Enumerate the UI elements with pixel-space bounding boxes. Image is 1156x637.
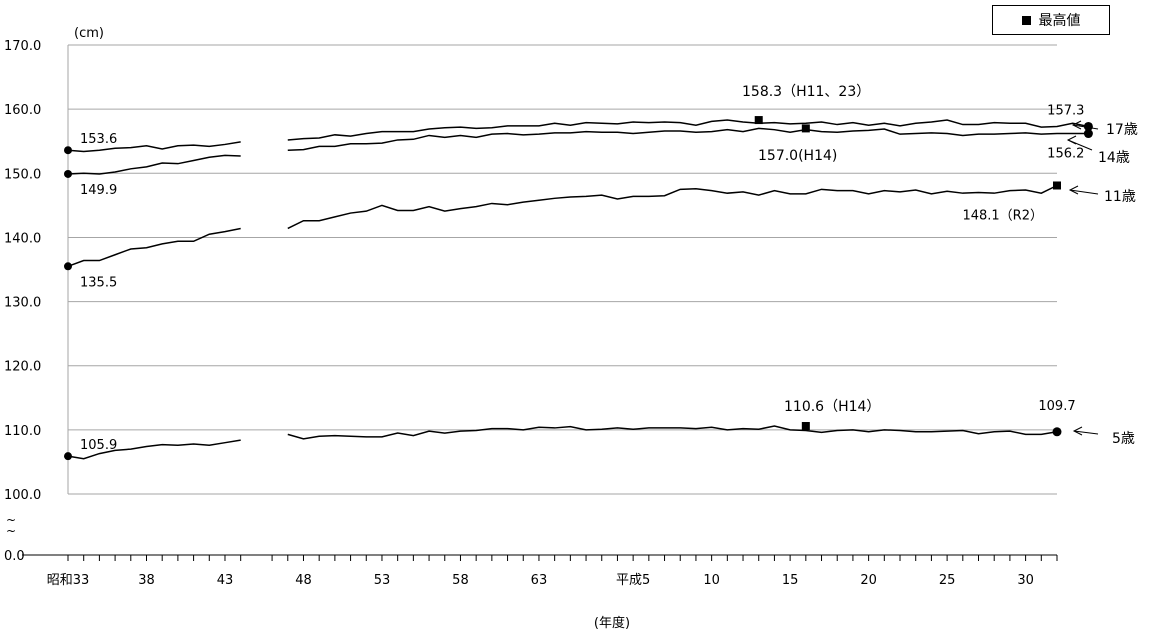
end-point [1083, 129, 1093, 139]
y-tick-label: 120.0 [4, 360, 41, 375]
unit-label: (cm) [74, 26, 104, 41]
series-label: 5歳 [1112, 431, 1135, 447]
start-value-label: 153.6 [80, 132, 117, 147]
y-tick-label: 0.0 [4, 549, 25, 564]
x-tick-label: 63 [531, 573, 548, 588]
max-marker [1053, 181, 1061, 190]
black-square-icon [1021, 15, 1031, 25]
series-label: 11歳 [1104, 189, 1136, 205]
x-tick-label: 53 [374, 573, 391, 588]
series-line [287, 425, 1058, 440]
end-value-label: 157.3 [1047, 103, 1084, 118]
x-tick-label: 昭和33 [47, 573, 90, 588]
start-point [64, 452, 72, 461]
series-line [67, 439, 241, 460]
x-tick-label: 15 [782, 573, 799, 588]
end-point [1052, 427, 1062, 437]
end-point [1083, 121, 1093, 131]
y-tick-label: 100.0 [4, 488, 41, 503]
series-line [287, 184, 1058, 230]
series-label: 17歳 [1106, 122, 1138, 138]
max-value-label: 158.3（H11、23） [742, 84, 870, 100]
max-value-label: 157.0(H14) [758, 148, 837, 164]
arrow-line [1073, 430, 1099, 435]
end-value-label: 109.7 [1038, 399, 1075, 414]
start-value-label: 105.9 [80, 438, 117, 453]
max-marker [801, 124, 810, 133]
arrow-head [1066, 135, 1077, 145]
annotations: 153.6 149.9 135.5 105.9 157.3 156.2 148.1（R2） 1… [80, 84, 1138, 453]
x-tick-label: 48 [295, 573, 312, 588]
start-point [64, 169, 72, 178]
arrow-head [1068, 185, 1079, 195]
series-line [287, 119, 1089, 141]
start-value-label: 149.9 [80, 183, 117, 198]
axis-break-mark: ~ [6, 513, 16, 527]
x-axis-label: (年度) [594, 615, 630, 631]
y-tick-label: 110.0 [4, 424, 41, 439]
x-tick-label: 43 [217, 573, 234, 588]
y-tick-label: 170.0 [4, 39, 41, 54]
end-value-label: 148.1（R2） [962, 208, 1043, 223]
max-marker [754, 116, 763, 125]
x-tick-label: 38 [138, 573, 155, 588]
start-value-label: 135.5 [80, 275, 117, 290]
x-tick-label: 20 [860, 573, 877, 588]
arrow-line [1072, 124, 1099, 130]
max-value-label: 110.6（H14） [784, 399, 880, 415]
arrow-head [1071, 120, 1082, 130]
y-tick-label: 140.0 [4, 231, 41, 246]
legend: 最高値 [992, 5, 1110, 35]
y-tick-label: 150.0 [4, 167, 41, 182]
x-tick-label: 58 [452, 573, 469, 588]
x-tick-label: 30 [1017, 573, 1034, 588]
max-marker [801, 422, 810, 431]
legend-label: 最高値 [1038, 13, 1081, 29]
series-group [64, 116, 1093, 461]
x-tick-label: 25 [939, 573, 956, 588]
series-line [67, 154, 241, 175]
y-tick-label: 130.0 [4, 296, 41, 311]
axis-break-mark: ~ [6, 524, 16, 538]
end-value-label: 156.2 [1047, 147, 1084, 162]
series-line [287, 127, 1089, 151]
series-line [67, 227, 241, 268]
x-tick-label: 平成5 [616, 573, 650, 588]
arrow-line [1069, 189, 1099, 195]
start-point [64, 262, 72, 271]
series-line [67, 141, 241, 153]
series-label: 14歳 [1098, 150, 1130, 166]
axes: 0.0 100.0 110.0 120.0 130.0 140.0 150.0 160.0 17… [4, 26, 1058, 631]
grid-lines [68, 44, 1057, 495]
x-tick-label: 10 [703, 573, 720, 588]
y-tick-label: 160.0 [4, 103, 41, 118]
arrow-head [1072, 426, 1083, 436]
start-point [64, 146, 72, 155]
